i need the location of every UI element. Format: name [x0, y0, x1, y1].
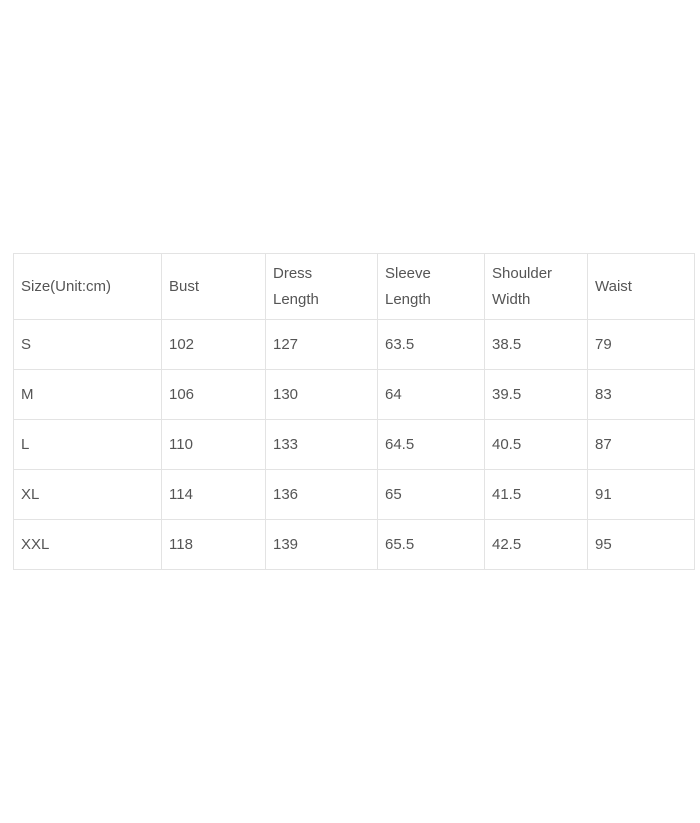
table-cell: M [13, 369, 162, 420]
table-cell: 79 [587, 319, 695, 370]
table-cell: 63.5 [377, 319, 485, 370]
table-cell: 41.5 [484, 469, 588, 520]
header-cell: Bust [161, 253, 266, 320]
header-cell: Shoulder Width [484, 253, 588, 320]
table-row: M 106 130 64 39.5 83 [13, 369, 695, 420]
table-cell: 65.5 [377, 519, 485, 570]
table-row: S 102 127 63.5 38.5 79 [13, 319, 695, 370]
header-text: Dress [273, 264, 313, 282]
table-cell: 91 [587, 469, 695, 520]
table-cell: 87 [587, 419, 695, 470]
table-row: L 110 133 64.5 40.5 87 [13, 419, 695, 470]
table-cell: 65 [377, 469, 485, 520]
table-cell: 42.5 [484, 519, 588, 570]
header-cell: Waist [587, 253, 695, 320]
table-cell: 106 [161, 369, 266, 420]
table-cell: 102 [161, 319, 266, 370]
table-cell: 64 [377, 369, 485, 420]
table-cell: L [13, 419, 162, 470]
header-text: Shoulder [492, 264, 553, 282]
table-cell: 139 [265, 519, 378, 570]
table-cell: 136 [265, 469, 378, 520]
header-text: Length [385, 290, 431, 308]
table-cell: 114 [161, 469, 266, 520]
table-cell: 40.5 [484, 419, 588, 470]
table-cell: S [13, 319, 162, 370]
table-cell: 38.5 [484, 319, 588, 370]
header-cell: Sleeve Length [377, 253, 485, 320]
header-text: Size(Unit:cm) [21, 277, 112, 295]
table-row: XL 114 136 65 41.5 91 [13, 469, 695, 520]
header-row: Size(Unit:cm) Bust Dress Length Sleeve Length… [13, 253, 695, 320]
table-row: XXL 118 139 65.5 42.5 95 [13, 519, 695, 570]
size-chart-table: Size(Unit:cm) Bust Dress Length Sleeve Length… [13, 253, 695, 570]
table-cell: 95 [587, 519, 695, 570]
header-text: Width [492, 290, 531, 308]
table-cell: 39.5 [484, 369, 588, 420]
header-text: Length [273, 290, 319, 308]
table-cell: 127 [265, 319, 378, 370]
table-cell: 110 [161, 419, 266, 470]
header-cell: Dress Length [265, 253, 378, 320]
header-text: Waist [595, 277, 632, 295]
table-cell: 118 [161, 519, 266, 570]
header-text: Sleeve [385, 264, 431, 282]
table-cell: 64.5 [377, 419, 485, 470]
header-text: Bust [169, 277, 200, 295]
header-cell: Size(Unit:cm) [13, 253, 162, 320]
table-cell: XL [13, 469, 162, 520]
table-cell: 83 [587, 369, 695, 420]
table-cell: 130 [265, 369, 378, 420]
table-cell: 133 [265, 419, 378, 470]
table-cell: XXL [13, 519, 162, 570]
